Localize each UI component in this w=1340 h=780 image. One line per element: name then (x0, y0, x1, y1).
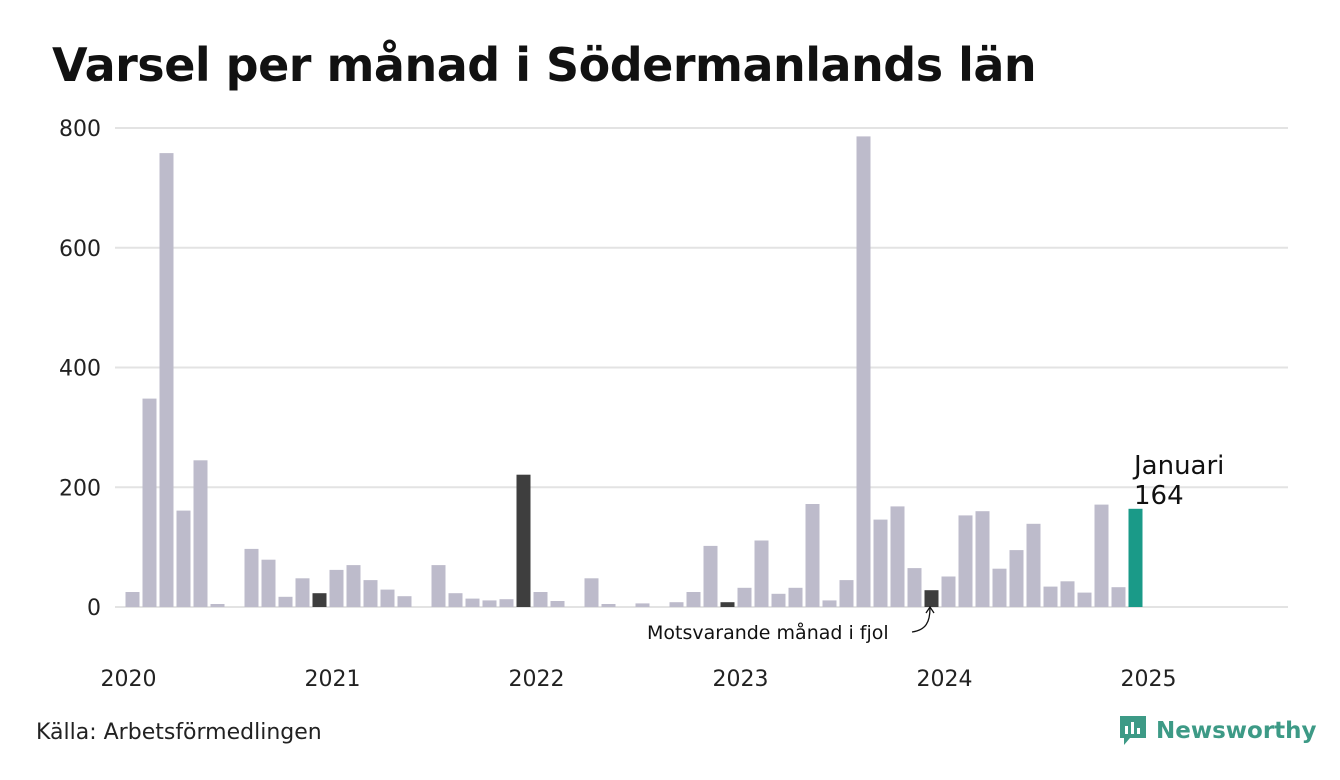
bar (1128, 508, 1143, 607)
bar (1111, 587, 1126, 607)
brand-logo: Newsworthy (1118, 714, 1317, 748)
x-axis-ticks: 2020 2021 2022 2023 2024 2025 (101, 667, 1177, 692)
bar (448, 593, 463, 607)
bar (142, 398, 157, 607)
x-tick-label: 2025 (1121, 667, 1177, 692)
bar (1077, 592, 1092, 607)
y-tick-label: 0 (87, 596, 101, 621)
bar (873, 519, 888, 607)
newsworthy-logo-icon (1120, 716, 1146, 745)
bar (907, 568, 922, 607)
bar (329, 569, 344, 607)
y-tick-label: 600 (59, 237, 101, 262)
bar (533, 592, 548, 607)
bar (1026, 523, 1041, 607)
y-axis-ticks: 0 200 400 600 800 (59, 117, 101, 621)
bar (975, 511, 990, 607)
callout-value: 164 (1134, 481, 1184, 511)
bar (176, 510, 191, 607)
bar (737, 587, 752, 607)
x-tick-label: 2022 (509, 667, 565, 692)
bar (397, 596, 412, 607)
bar (754, 540, 769, 607)
bar (856, 136, 871, 607)
bar (805, 504, 820, 607)
bar (431, 565, 446, 607)
x-tick-label: 2024 (917, 667, 973, 692)
bar (244, 548, 259, 607)
bar (363, 580, 378, 607)
bar (312, 593, 327, 607)
annotation-prev-year: Motsvarande månad i fjol (647, 621, 889, 644)
bar (686, 592, 701, 607)
bar (1009, 550, 1024, 607)
bar (941, 576, 956, 607)
bar (771, 593, 786, 607)
bar (465, 598, 480, 607)
bars (125, 136, 1143, 607)
bar (516, 474, 531, 607)
bar (346, 565, 361, 607)
y-tick-label: 800 (59, 117, 101, 142)
bar (159, 153, 174, 607)
annotation-arrowhead (925, 605, 935, 614)
brand-name: Newsworthy (1156, 718, 1317, 744)
callout-month: Januari (1132, 451, 1224, 481)
bar (193, 460, 208, 607)
bar (992, 568, 1007, 607)
bar (482, 600, 497, 607)
bar (958, 515, 973, 607)
annotation-arrow (911, 607, 931, 633)
bar (210, 604, 225, 607)
y-tick-label: 400 (59, 357, 101, 382)
bar (584, 578, 599, 607)
x-tick-label: 2023 (713, 667, 769, 692)
y-tick-label: 200 (59, 476, 101, 501)
bar (295, 578, 310, 607)
bar (720, 602, 735, 607)
bar (839, 580, 854, 607)
bar (703, 545, 718, 607)
bar (499, 599, 514, 607)
chart-title: Varsel per månad i Södermanlands län (52, 38, 1037, 92)
bar (1094, 504, 1109, 607)
gridlines (115, 127, 1288, 608)
bar (380, 589, 395, 607)
bar (635, 603, 650, 607)
bar (278, 596, 293, 607)
bar (669, 602, 684, 607)
bar (924, 590, 939, 607)
bar (125, 592, 140, 607)
bar (601, 604, 616, 607)
x-tick-label: 2021 (305, 667, 361, 692)
bar (890, 506, 905, 607)
source-note: Källa: Arbetsförmedlingen (36, 720, 322, 745)
bar (261, 559, 276, 607)
bar (1060, 581, 1075, 607)
bar (550, 601, 565, 607)
bar (822, 600, 837, 607)
bar (1043, 586, 1058, 607)
annotations: Motsvarande månad i fjol Januari 164 (647, 451, 1224, 644)
x-tick-label: 2020 (101, 667, 157, 692)
bar (788, 587, 803, 607)
